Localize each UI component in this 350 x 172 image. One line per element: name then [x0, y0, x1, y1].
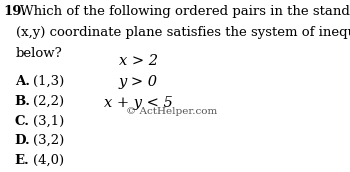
Text: C.: C.	[15, 115, 30, 128]
Text: (3,1): (3,1)	[33, 115, 65, 128]
Text: B.: B.	[15, 95, 30, 108]
Text: x > 2: x > 2	[119, 54, 158, 68]
Text: y > 0: y > 0	[119, 75, 158, 89]
Text: (1,3): (1,3)	[33, 75, 65, 88]
Text: below?: below?	[16, 47, 62, 60]
Text: Which of the following ordered pairs in the standard: Which of the following ordered pairs in …	[20, 5, 350, 18]
Text: E.: E.	[15, 154, 29, 167]
Text: (2,2): (2,2)	[33, 95, 64, 108]
Text: A.: A.	[15, 75, 30, 88]
Text: x + y < 5: x + y < 5	[104, 95, 173, 110]
Text: © ActHelper.com: © ActHelper.com	[126, 107, 217, 116]
Text: (3,2): (3,2)	[33, 134, 65, 147]
Text: (4,0): (4,0)	[33, 154, 64, 167]
Text: (x,y) coordinate plane satisfies the system of inequalities: (x,y) coordinate plane satisfies the sys…	[16, 26, 350, 39]
Text: 19.: 19.	[4, 5, 27, 18]
Text: D.: D.	[15, 134, 30, 147]
